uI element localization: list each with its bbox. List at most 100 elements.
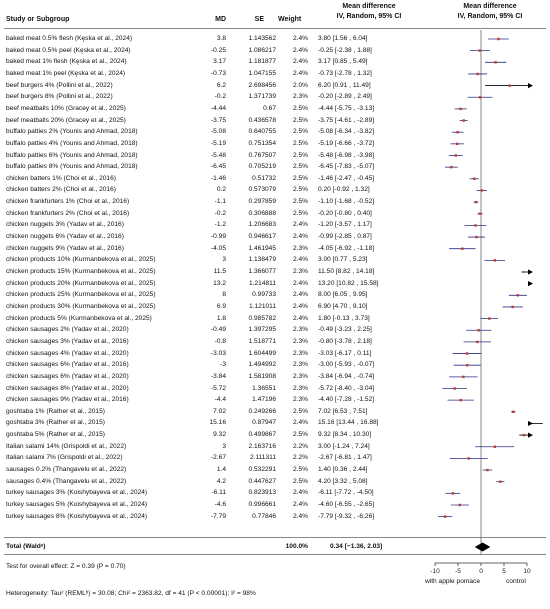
study-label: sausages 0.2% (Thangavelu et al., 2022) bbox=[6, 466, 127, 474]
study-label: turkey sausages 8% (Koishybayeva et al.,… bbox=[6, 512, 148, 520]
study-ci-text: -0.20 [-2.89 , 2.49] bbox=[318, 93, 372, 101]
study-se: 0.985782 bbox=[248, 314, 276, 322]
study-ci-text: -0.20 [-0.80 , 0.40] bbox=[318, 209, 372, 217]
header-study: Study or Subgroup bbox=[6, 16, 70, 23]
header-plot-sub: IV, Random, 95% CI bbox=[457, 13, 523, 20]
study-se: 1.581908 bbox=[248, 372, 276, 380]
study-point bbox=[478, 49, 482, 52]
study-md: -0.2 bbox=[214, 209, 226, 217]
x-tick-label: -5 bbox=[455, 568, 461, 575]
study-label: chicken batters 2% (Choi et al., 2016) bbox=[6, 186, 116, 194]
study-weight: 2.2% bbox=[292, 454, 308, 462]
study-label: buffalo patties 6% (Younis and Ahmad, 20… bbox=[6, 151, 138, 159]
study-point bbox=[480, 189, 484, 192]
study-se: 0.532291 bbox=[248, 466, 276, 474]
study-weight: 2.5% bbox=[292, 198, 308, 206]
study-md: -3 bbox=[220, 361, 226, 369]
study-label: baked meat 1% flesh (Kęska et al., 2024) bbox=[6, 58, 127, 66]
study-md: 6.9 bbox=[216, 302, 226, 310]
study-weight: 2.5% bbox=[292, 104, 308, 112]
study-md: 13.2 bbox=[213, 279, 226, 287]
study-weight: 2.5% bbox=[292, 466, 308, 474]
study-se: 0.640755 bbox=[248, 128, 276, 136]
study-ci-text: -0.25 [-2.38 , 1.88] bbox=[318, 46, 372, 54]
total-weight: 100.0% bbox=[285, 543, 308, 550]
study-md: -4.05 bbox=[210, 244, 226, 252]
study-label: chicken products 25% (Kurmanbekova et al… bbox=[6, 291, 156, 299]
study-point bbox=[475, 235, 478, 239]
study-weight: 2.3% bbox=[292, 372, 308, 380]
study-md: 15.16 bbox=[209, 419, 226, 427]
x-tick-label: -10 bbox=[430, 568, 440, 575]
ci-arrow-head bbox=[528, 432, 533, 438]
study-md: -0.73 bbox=[210, 69, 226, 77]
study-label: chicken batters 1% (Choi et al., 2016) bbox=[6, 174, 116, 182]
study-point bbox=[476, 72, 479, 76]
study-weight: 2.4% bbox=[292, 256, 308, 264]
study-ci-text: -2.67 [-6.81 , 1.47] bbox=[318, 454, 372, 462]
study-point bbox=[476, 340, 479, 344]
study-label: buffalo patties 2% (Younis and Ahmad, 20… bbox=[6, 128, 138, 136]
study-ci-text: -5.19 [-6.66 , -3.72] bbox=[318, 139, 375, 147]
study-ci-text: -7.79 [-9.32 , -6.26] bbox=[318, 512, 375, 520]
study-label: chicken nuggets 6% (Yadav et al., 2016) bbox=[6, 233, 124, 241]
study-weight: 2.3% bbox=[292, 361, 308, 369]
study-weight: 2.3% bbox=[292, 93, 308, 101]
study-point bbox=[453, 387, 456, 390]
study-ci-text: -4.44 [-5.75 , -3.13] bbox=[318, 104, 375, 112]
study-label: Italian salami 7% (Grispoldi et al., 202… bbox=[6, 454, 123, 462]
study-label: beef burgers 8% (Pollini et al., 2022) bbox=[6, 93, 113, 101]
study-point bbox=[512, 410, 515, 413]
study-weight: 2.4% bbox=[292, 302, 308, 310]
study-weight: 2.0% bbox=[292, 81, 308, 89]
study-se: 0.99733 bbox=[252, 291, 276, 299]
header-md: MD bbox=[215, 16, 226, 23]
study-md: -4.44 bbox=[210, 104, 226, 112]
study-weight: 2.5% bbox=[292, 116, 308, 124]
study-weight: 2.5% bbox=[292, 139, 308, 147]
study-ci-text: 6.20 [0.91 , 11.49] bbox=[318, 81, 371, 89]
study-point bbox=[511, 305, 514, 309]
study-ci-text: 1.40 [0.36 , 2.44] bbox=[318, 466, 368, 474]
study-point bbox=[466, 364, 469, 367]
study-label: chicken frankfurters 1% (Choi et al., 20… bbox=[6, 198, 130, 206]
study-ci-text: 8.00 [6.05 , 9.95] bbox=[318, 291, 368, 299]
study-md: -3.84 bbox=[210, 372, 226, 380]
study-md: -1.1 bbox=[214, 198, 226, 206]
study-weight: 2.4% bbox=[292, 419, 308, 427]
study-weight: 2.3% bbox=[292, 244, 308, 252]
x-tick-label: 5 bbox=[502, 568, 506, 575]
study-ci-text: -1.10 [-1.68 , -0.52] bbox=[318, 198, 375, 206]
study-point bbox=[486, 468, 489, 472]
study-se: 1.121011 bbox=[248, 302, 276, 310]
study-se: 1.206683 bbox=[248, 221, 276, 229]
study-label: chicken sausages 4% (Yadav et al., 2020) bbox=[6, 349, 129, 357]
study-weight: 2.2% bbox=[292, 442, 308, 450]
study-weight: 2.3% bbox=[292, 396, 308, 404]
study-weight: 2.5% bbox=[292, 407, 308, 415]
study-se: 0.87947 bbox=[252, 419, 276, 427]
ci-arrow-head bbox=[528, 83, 533, 89]
study-label: chicken sausages 2% (Yadav et al., 2020) bbox=[6, 326, 129, 334]
header-plot-title: Mean difference bbox=[463, 3, 517, 10]
study-weight: 2.4% bbox=[292, 46, 308, 54]
study-md: -3.03 bbox=[210, 349, 226, 357]
study-se: 1.138479 bbox=[248, 256, 276, 264]
study-md: 1.4 bbox=[216, 466, 226, 474]
study-label: chicken sausages 9% (Yadav et al., 2016) bbox=[6, 396, 129, 404]
study-label: buffalo patties 4% (Younis and Ahmad, 20… bbox=[6, 139, 138, 147]
study-label: goshtaba 3% (Rather et al., 2015) bbox=[6, 419, 105, 427]
study-se: 0.67 bbox=[263, 104, 276, 112]
study-point bbox=[459, 107, 462, 111]
study-se: 1.371739 bbox=[248, 93, 276, 101]
study-ci-text: 13.20 [10.82 , 15.58] bbox=[318, 279, 379, 287]
study-ci-text: -0.99 [-2.85 , 0.87] bbox=[318, 233, 372, 241]
study-weight: 2.4% bbox=[292, 233, 308, 241]
study-point bbox=[499, 480, 502, 483]
study-point bbox=[473, 177, 476, 180]
study-weight: 2.4% bbox=[292, 291, 308, 299]
total-label: Total (Waldᵃ) bbox=[6, 543, 46, 550]
ci-arrow-head bbox=[528, 281, 533, 287]
ci-arrow-head bbox=[528, 269, 533, 275]
study-label: chicken frankfurters 2% (Choi et al., 20… bbox=[6, 209, 130, 217]
